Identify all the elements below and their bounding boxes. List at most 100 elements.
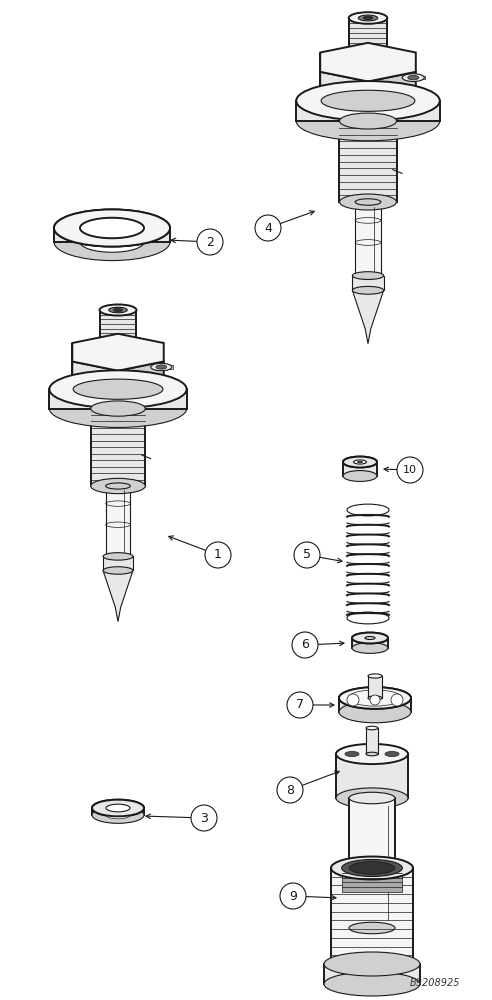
Polygon shape — [118, 361, 164, 408]
Ellipse shape — [354, 460, 367, 464]
Ellipse shape — [352, 272, 384, 280]
Bar — [352, 638, 388, 648]
Polygon shape — [72, 334, 164, 371]
Ellipse shape — [49, 370, 186, 408]
Text: 8: 8 — [286, 784, 294, 796]
Bar — [324, 964, 420, 984]
Ellipse shape — [348, 690, 402, 706]
Ellipse shape — [354, 460, 367, 464]
Text: 3: 3 — [200, 812, 208, 824]
Ellipse shape — [355, 199, 381, 205]
Bar — [352, 276, 384, 290]
Circle shape — [397, 457, 423, 483]
Text: 4: 4 — [264, 222, 272, 234]
Ellipse shape — [103, 567, 133, 574]
Circle shape — [347, 694, 359, 706]
Ellipse shape — [366, 726, 378, 730]
Ellipse shape — [336, 788, 408, 808]
Bar — [409, 76, 426, 79]
Ellipse shape — [366, 752, 378, 756]
Circle shape — [255, 215, 281, 241]
Ellipse shape — [73, 379, 163, 399]
Ellipse shape — [321, 90, 415, 111]
Polygon shape — [103, 570, 133, 622]
Bar — [341, 696, 349, 714]
Ellipse shape — [106, 483, 130, 489]
Ellipse shape — [352, 643, 388, 653]
Circle shape — [391, 694, 403, 706]
Bar — [296, 101, 440, 121]
Ellipse shape — [92, 807, 144, 823]
Circle shape — [205, 542, 231, 568]
Polygon shape — [320, 43, 416, 81]
Ellipse shape — [358, 461, 363, 463]
Bar — [106, 808, 130, 815]
Bar — [366, 728, 378, 754]
Ellipse shape — [363, 16, 373, 20]
Ellipse shape — [402, 74, 424, 81]
Polygon shape — [352, 290, 384, 344]
Ellipse shape — [106, 804, 130, 812]
Ellipse shape — [352, 286, 384, 294]
Ellipse shape — [106, 804, 130, 812]
Ellipse shape — [54, 209, 170, 247]
Ellipse shape — [385, 752, 399, 756]
Text: 6: 6 — [301, 639, 309, 652]
Bar — [339, 121, 397, 202]
Ellipse shape — [341, 860, 402, 876]
Ellipse shape — [339, 687, 411, 709]
Text: 5: 5 — [303, 548, 311, 562]
Ellipse shape — [54, 209, 170, 247]
Ellipse shape — [349, 12, 387, 24]
Circle shape — [197, 229, 223, 255]
Text: 2: 2 — [206, 235, 214, 248]
Ellipse shape — [358, 15, 378, 21]
Bar — [349, 798, 395, 928]
Bar — [355, 202, 381, 276]
Text: 7: 7 — [296, 698, 304, 712]
Ellipse shape — [352, 633, 388, 643]
Text: 1: 1 — [214, 548, 222, 562]
Ellipse shape — [80, 218, 144, 238]
Ellipse shape — [92, 800, 144, 816]
Ellipse shape — [365, 636, 375, 640]
Ellipse shape — [106, 811, 130, 819]
Polygon shape — [72, 361, 118, 408]
Ellipse shape — [296, 101, 440, 141]
Ellipse shape — [99, 304, 136, 316]
Polygon shape — [368, 72, 416, 120]
Ellipse shape — [349, 862, 395, 874]
Circle shape — [191, 805, 217, 831]
Bar — [343, 462, 377, 476]
Ellipse shape — [156, 365, 167, 369]
Bar — [339, 698, 411, 712]
Circle shape — [292, 632, 318, 658]
Ellipse shape — [80, 218, 144, 238]
Bar — [401, 696, 409, 714]
Bar — [80, 228, 144, 242]
Text: B9208925: B9208925 — [409, 978, 460, 988]
Circle shape — [294, 542, 320, 568]
Ellipse shape — [91, 401, 145, 416]
Bar — [92, 808, 144, 815]
Ellipse shape — [343, 471, 377, 481]
Ellipse shape — [349, 792, 395, 804]
Bar — [157, 365, 173, 369]
Bar — [349, 18, 387, 62]
Bar — [368, 676, 382, 698]
Ellipse shape — [151, 363, 172, 371]
Ellipse shape — [339, 687, 411, 709]
Polygon shape — [320, 72, 368, 120]
Ellipse shape — [336, 744, 408, 764]
Bar — [54, 228, 170, 242]
Circle shape — [277, 777, 303, 803]
Ellipse shape — [296, 81, 440, 121]
Bar — [99, 310, 136, 352]
Ellipse shape — [363, 636, 377, 640]
Ellipse shape — [352, 633, 388, 643]
Text: 9: 9 — [289, 890, 297, 902]
Circle shape — [280, 883, 306, 909]
Ellipse shape — [368, 696, 382, 700]
Ellipse shape — [339, 194, 397, 210]
Text: 10: 10 — [403, 465, 417, 475]
